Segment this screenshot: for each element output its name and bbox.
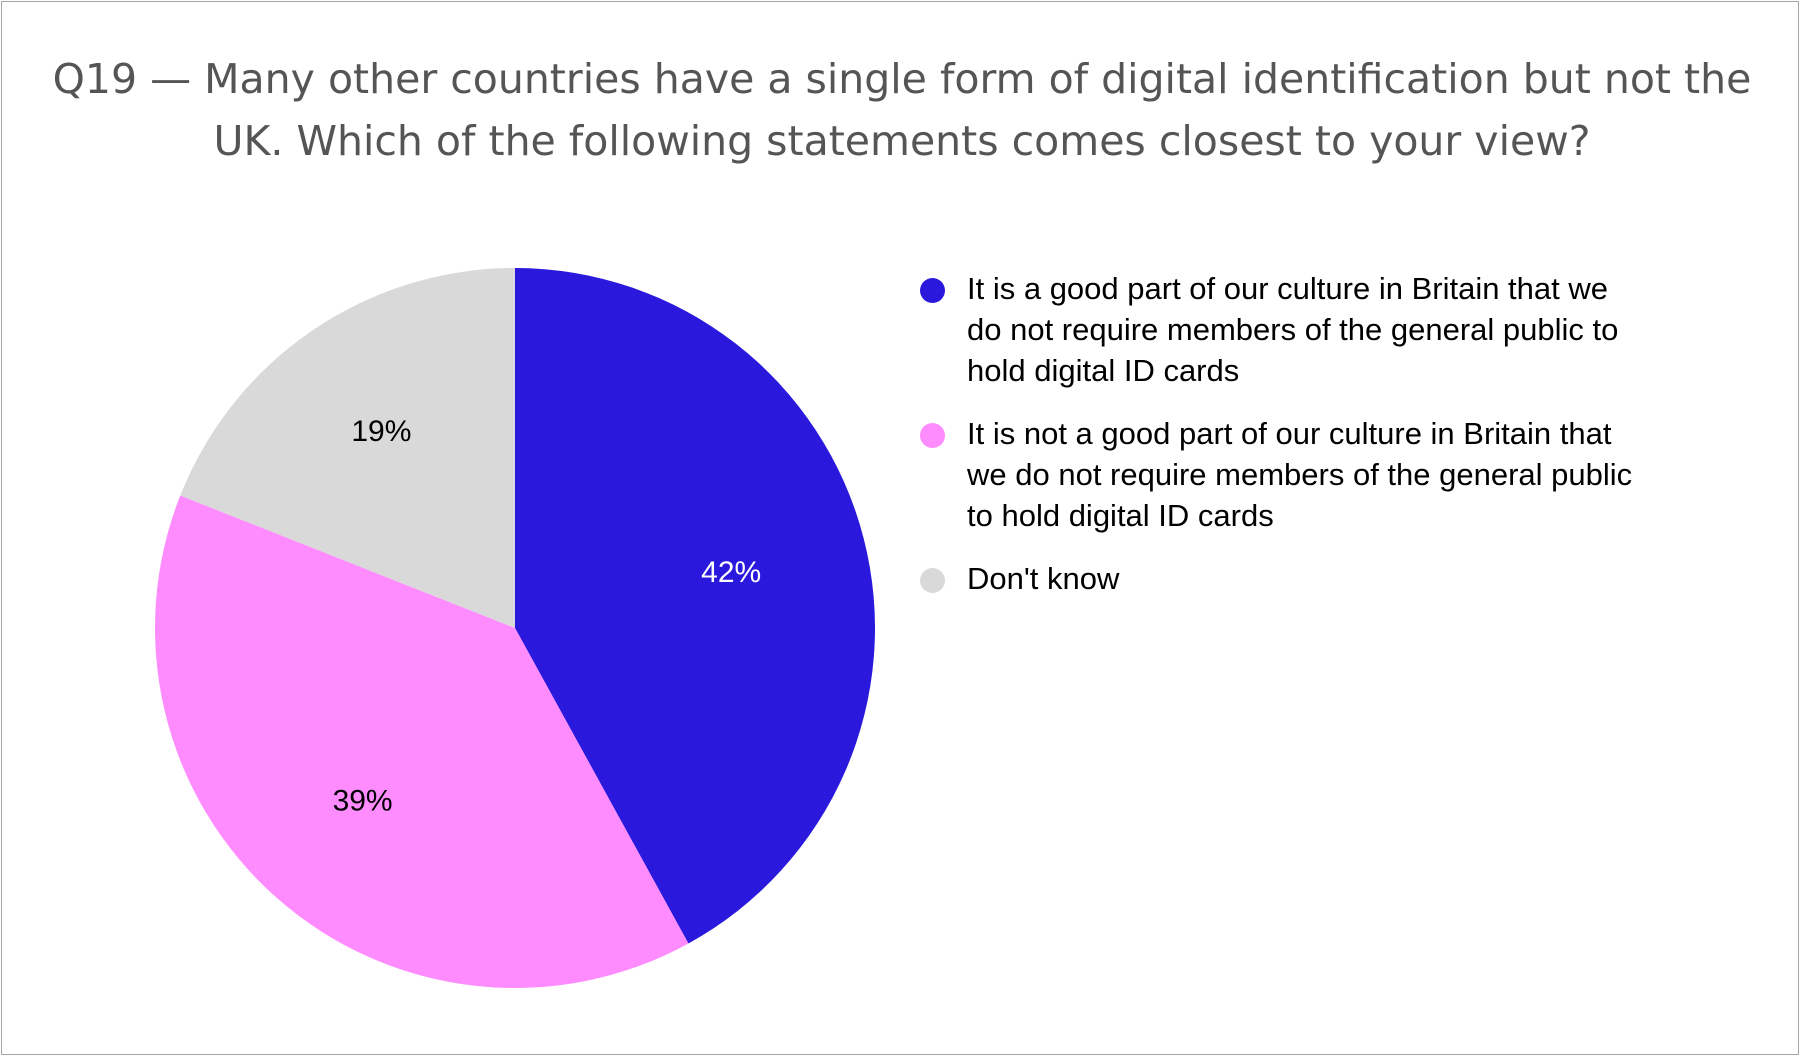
- legend-label: Don't know: [967, 561, 1120, 596]
- legend-label: It is a good part of our culture in Brit…: [967, 271, 1619, 388]
- legend-marker-icon: [920, 423, 945, 448]
- data-label-dont-know: 19%: [351, 415, 411, 448]
- chart-legend: It is a good part of our culture in Brit…: [920, 268, 1640, 621]
- data-label-not-good-part: 39%: [333, 784, 393, 817]
- legend-item-not-good-part: It is not a good part of our culture in …: [920, 413, 1640, 536]
- pie-slice-dont-know: [180, 268, 515, 628]
- legend-marker-icon: [920, 278, 945, 303]
- pie-chart: 42% 39% 19%: [155, 268, 875, 988]
- data-label-good-part: 42%: [701, 556, 761, 589]
- legend-item-good-part: It is a good part of our culture in Brit…: [920, 268, 1640, 391]
- chart-title: Q19 — Many other countries have a single…: [52, 55, 1752, 165]
- pie-slice-not-good-part: [155, 495, 689, 988]
- pie-slice-good-part: [515, 268, 875, 944]
- legend-marker-icon: [920, 568, 945, 593]
- legend-item-dont-know: Don't know: [920, 558, 1640, 599]
- legend-label: It is not a good part of our culture in …: [967, 416, 1633, 533]
